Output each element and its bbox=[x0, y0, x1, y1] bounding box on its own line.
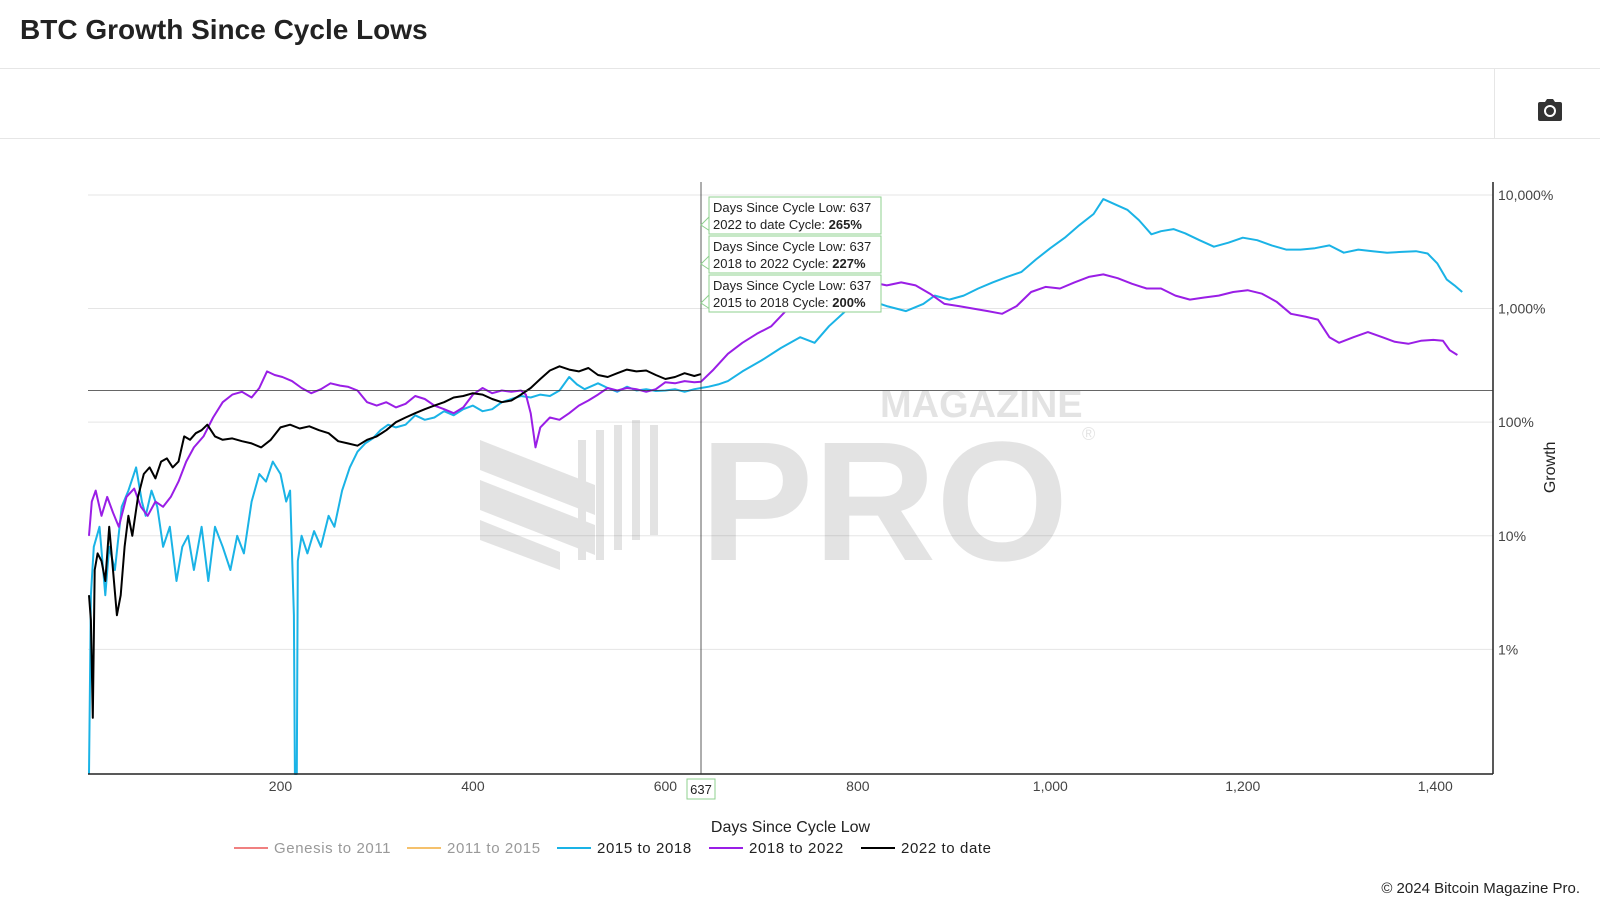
legend-label: 2018 to 2022 bbox=[749, 840, 844, 857]
y-tick-label: 10% bbox=[1498, 528, 1526, 544]
x-tick-label: 1,200 bbox=[1225, 778, 1260, 794]
legend-item[interactable]: 2018 to 2022 bbox=[709, 840, 844, 857]
tooltip-line1: Days Since Cycle Low: 637 bbox=[713, 278, 871, 293]
page-title: BTC Growth Since Cycle Lows bbox=[20, 14, 428, 45]
copyright-text: © 2024 Bitcoin Magazine Pro. bbox=[1381, 880, 1580, 897]
x-tick-label: 1,000 bbox=[1033, 778, 1068, 794]
tooltip-box bbox=[708, 196, 882, 235]
y-tick-label: 1,000% bbox=[1498, 301, 1545, 317]
tooltip-value: 200% bbox=[832, 295, 866, 310]
tooltip-line1: Days Since Cycle Low: 637 bbox=[713, 239, 871, 254]
tooltip-box bbox=[708, 235, 882, 274]
legend-item[interactable]: 2022 to date bbox=[861, 840, 992, 857]
tooltip-series-label: 2022 to date Cycle: bbox=[713, 217, 829, 232]
chart-toolbar bbox=[0, 68, 1600, 139]
series-layer bbox=[88, 198, 1463, 775]
tooltip-value: 265% bbox=[829, 217, 863, 232]
legend-item[interactable]: Genesis to 2011 bbox=[234, 840, 391, 857]
hover-x-label: 637 bbox=[690, 782, 712, 797]
y-tick-label: 1% bbox=[1498, 641, 1518, 657]
growth-chart: MAGAZINE PRO ® 1% 10% 100% 1,000% 10,000% 200… bbox=[88, 182, 1559, 857]
tooltip-line2: 2018 to 2022 Cycle: 227% bbox=[713, 256, 866, 271]
x-tick-label: 800 bbox=[846, 778, 870, 794]
legend-label: 2022 to date bbox=[901, 840, 992, 857]
y-tick-label: 10,000% bbox=[1498, 187, 1553, 203]
legend-label: Genesis to 2011 bbox=[274, 840, 391, 857]
series-line-2018-to-2022 bbox=[88, 273, 1458, 536]
hover-layer: 637 Days Since Cycle Low: 637 2022 to date… bbox=[88, 182, 1493, 800]
legend-item[interactable]: 2015 to 2018 bbox=[557, 840, 692, 857]
watermark-mark-icon bbox=[480, 420, 658, 570]
title-bar: BTC Growth Since Cycle Lows bbox=[0, 0, 1600, 69]
tooltip-box bbox=[708, 274, 882, 313]
x-axis-title: Days Since Cycle Low bbox=[711, 819, 871, 836]
tooltip-value: 227% bbox=[832, 256, 866, 271]
tooltip-series-label: 2015 to 2018 Cycle: bbox=[713, 295, 832, 310]
tooltip-line2: 2022 to date Cycle: 265% bbox=[713, 217, 862, 232]
x-tick-label: 200 bbox=[269, 778, 293, 794]
y-axis-title: Growth bbox=[1542, 442, 1559, 494]
y-tick-label: 100% bbox=[1498, 414, 1534, 430]
legend-label: 2011 to 2015 bbox=[447, 840, 541, 857]
watermark-line1: MAGAZINE bbox=[880, 384, 1083, 426]
series-line-2015-to-2018 bbox=[88, 198, 1463, 775]
tooltip-line2: 2015 to 2018 Cycle: 200% bbox=[713, 295, 866, 310]
toolbar-divider bbox=[1494, 68, 1495, 138]
hover-x-label-box bbox=[686, 778, 716, 800]
legend: Genesis to 2011 2011 to 2015 2015 to 2018 2… bbox=[234, 840, 992, 857]
legend-label: 2015 to 2018 bbox=[597, 840, 692, 857]
legend-item[interactable]: 2011 to 2015 bbox=[407, 840, 541, 857]
watermark-logo: MAGAZINE PRO ® bbox=[480, 384, 1095, 597]
axes: 1% 10% 100% 1,000% 10,000% 200 400 600 800 1,000 1… bbox=[88, 182, 1559, 836]
watermark-line2: PRO bbox=[700, 407, 1068, 597]
x-tick-label: 1,400 bbox=[1418, 778, 1453, 794]
x-tick-label: 400 bbox=[461, 778, 485, 794]
tooltip-line1: Days Since Cycle Low: 637 bbox=[713, 200, 871, 215]
x-tick-label: 600 bbox=[654, 778, 678, 794]
series-line-2022-to-date bbox=[88, 365, 702, 719]
watermark-registered-mark: ® bbox=[1082, 424, 1095, 444]
tooltip-series-label: 2018 to 2022 Cycle: bbox=[713, 256, 832, 271]
camera-icon[interactable] bbox=[1537, 98, 1563, 122]
